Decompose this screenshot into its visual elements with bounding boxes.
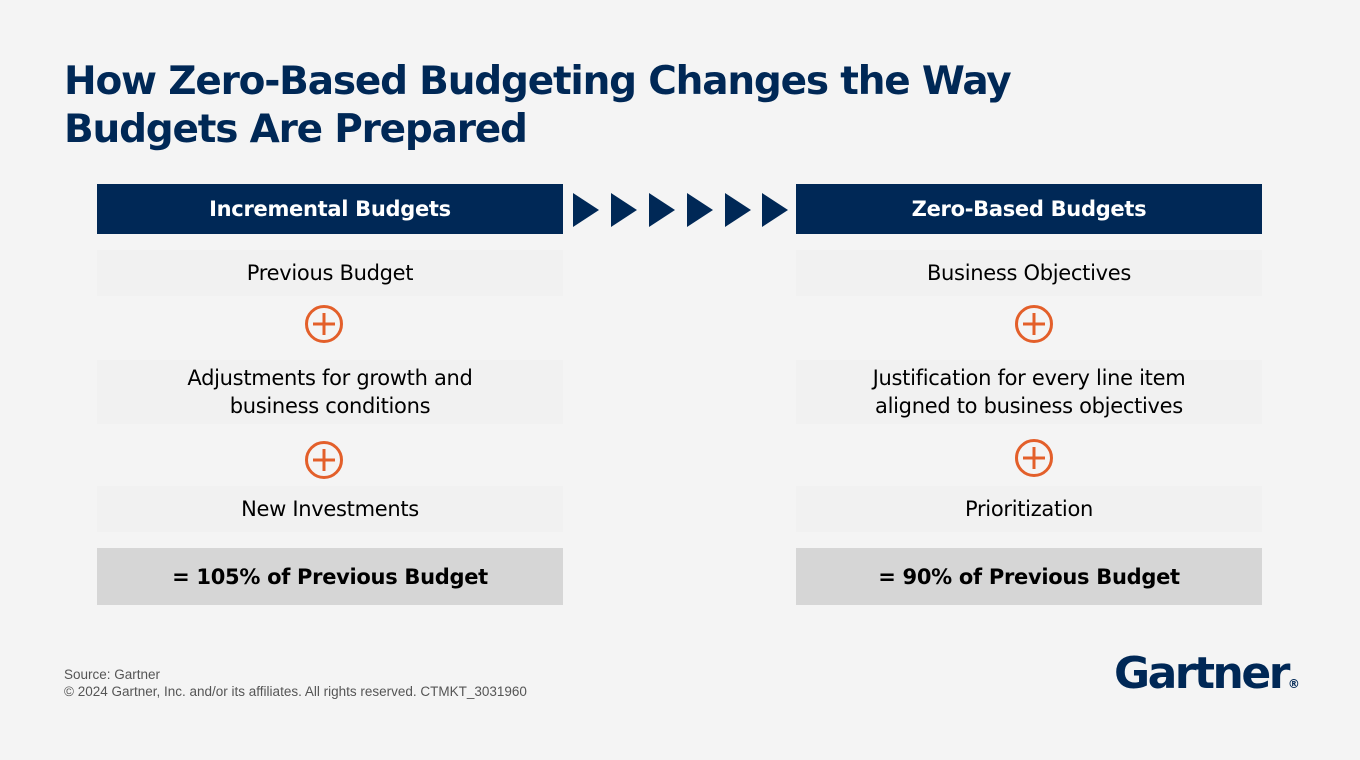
plus-circle-icon bbox=[305, 441, 343, 479]
arrow-connector bbox=[573, 193, 788, 227]
previous-budget-box: Previous Budget bbox=[97, 250, 563, 296]
item-label-line-2: aligned to business objectives bbox=[875, 394, 1183, 418]
zero-based-budgets-column: Zero-Based Budgets Business Objectives J… bbox=[796, 184, 1262, 605]
page-title: How Zero-Based Budgeting Changes the Way… bbox=[64, 58, 1164, 154]
chevron-arrow-icon bbox=[762, 193, 788, 227]
title-line-1: How Zero-Based Budgeting Changes the Way bbox=[64, 59, 1012, 104]
business-objectives-box: Business Objectives bbox=[796, 250, 1262, 296]
plus-circle-icon bbox=[1015, 439, 1053, 477]
source-text: Source: Gartner bbox=[64, 667, 161, 682]
incremental-result-box: = 105% of Previous Budget bbox=[97, 548, 563, 605]
item-label-line-1: Justification for every line item bbox=[872, 366, 1186, 390]
footer-source: Source: Gartner © 2024 Gartner, Inc. and… bbox=[64, 666, 527, 700]
chevron-arrow-icon bbox=[649, 193, 675, 227]
plus-circle-icon bbox=[1015, 305, 1053, 343]
justification-box: Justification for every line item aligne… bbox=[796, 360, 1262, 424]
logo-text: Gartner bbox=[1114, 648, 1290, 699]
gartner-logo: Gartner® bbox=[1114, 648, 1300, 699]
zero-based-budgets-header: Zero-Based Budgets bbox=[796, 184, 1262, 234]
plus-circle-icon bbox=[305, 305, 343, 343]
registered-mark: ® bbox=[1287, 677, 1300, 691]
title-line-2: Budgets Are Prepared bbox=[64, 107, 528, 152]
prioritization-box: Prioritization bbox=[796, 486, 1262, 532]
adjustments-box: Adjustments for growth and business cond… bbox=[97, 360, 563, 424]
item-label: Previous Budget bbox=[246, 261, 414, 285]
chevron-arrow-icon bbox=[725, 193, 751, 227]
incremental-budgets-header: Incremental Budgets bbox=[97, 184, 563, 234]
copyright-text: © 2024 Gartner, Inc. and/or its affiliat… bbox=[64, 684, 527, 699]
item-label-line-1: Adjustments for growth and bbox=[187, 366, 473, 390]
zero-based-result-box: = 90% of Previous Budget bbox=[796, 548, 1262, 605]
chevron-arrow-icon bbox=[573, 193, 599, 227]
item-label: Prioritization bbox=[964, 497, 1094, 521]
item-label: New Investments bbox=[241, 497, 419, 521]
chevron-arrow-icon bbox=[687, 193, 713, 227]
item-label-line-2: business conditions bbox=[229, 394, 431, 418]
item-label: Business Objectives bbox=[926, 261, 1132, 285]
chevron-arrow-icon bbox=[611, 193, 637, 227]
incremental-budgets-column: Incremental Budgets Previous Budget Adju… bbox=[97, 184, 563, 605]
new-investments-box: New Investments bbox=[97, 486, 563, 532]
